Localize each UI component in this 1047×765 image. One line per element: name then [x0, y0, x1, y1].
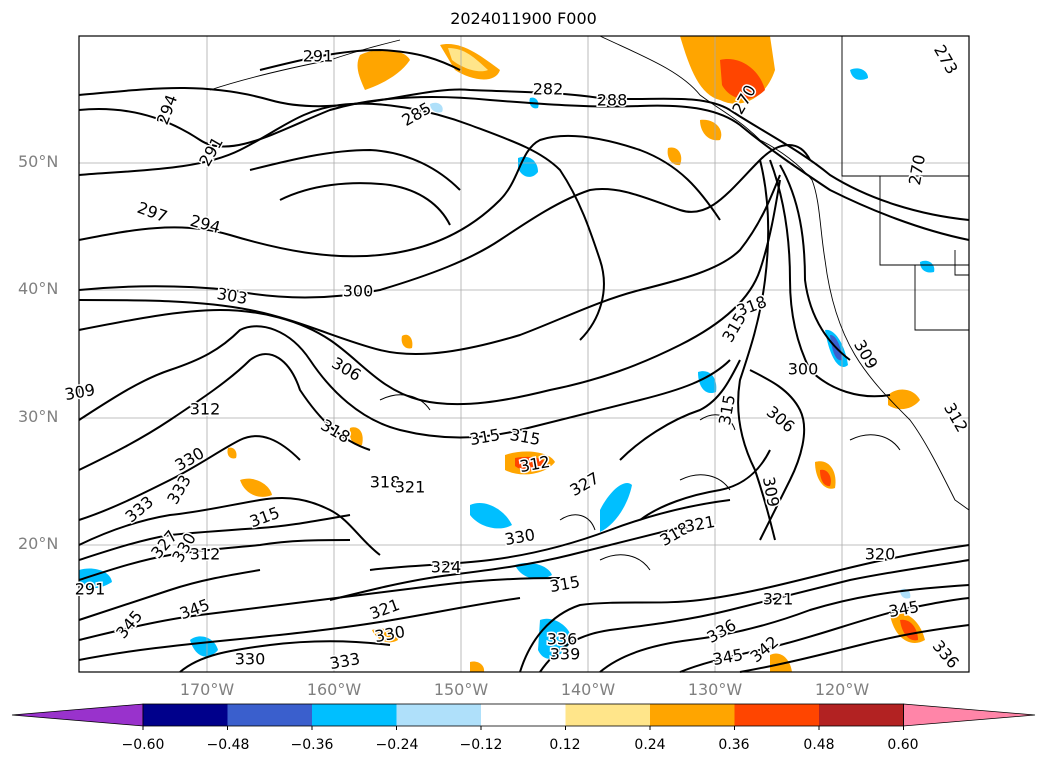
- lon-label: 160°W: [306, 680, 362, 699]
- contour-label: 312: [190, 400, 221, 419]
- lon-label: 170°W: [179, 680, 235, 699]
- contour-label: 321: [763, 590, 794, 609]
- contour-label: 270: [905, 153, 929, 186]
- lat-label: 20°N: [18, 534, 59, 553]
- colorbar-tick: 0.12: [549, 737, 581, 753]
- colorbar-tick: −0.60: [121, 737, 165, 753]
- coastlines: [209, 35, 970, 511]
- contour-label: 318: [370, 473, 401, 492]
- colorbar-tick: −0.24: [375, 737, 419, 753]
- plot-frame: [78, 35, 970, 673]
- contour-label: 315: [715, 393, 739, 426]
- colorbar-extend-low: [11, 703, 144, 727]
- lon-label: 130°W: [687, 680, 743, 699]
- colorbar: [11, 703, 1036, 730]
- contour-label: 300: [788, 360, 819, 379]
- contour-label: 333: [328, 649, 361, 673]
- contour-label: 291: [75, 580, 106, 599]
- contour-label: 315: [548, 572, 581, 596]
- contour-label: 312: [190, 545, 221, 564]
- contours: [78, 48, 970, 673]
- anomaly-shading: [79, 36, 935, 672]
- contour-label: 324: [431, 558, 462, 577]
- map-title: 2024011900 F000: [450, 9, 597, 28]
- contour-label: 330: [235, 650, 266, 669]
- colorbar-tick: 0.36: [718, 737, 750, 753]
- colorbar-segment: [481, 704, 566, 726]
- colorbar-segment: [565, 704, 650, 726]
- colorbar-tick: −0.36: [290, 737, 334, 753]
- colorbar-segment: [734, 704, 819, 726]
- colorbar-tick: 0.48: [803, 737, 835, 753]
- colorbar-segment: [650, 704, 735, 726]
- contour-label: 339: [550, 645, 581, 664]
- colorbar-extend-high: [903, 703, 1036, 727]
- colorbar-tick: −0.48: [206, 737, 250, 753]
- contour-label: 320: [865, 545, 896, 564]
- lon-label: 140°W: [560, 680, 616, 699]
- lon-label: 150°W: [433, 680, 489, 699]
- lon-label: 120°W: [814, 680, 870, 699]
- colorbar-segment: [396, 704, 481, 726]
- colorbar-outline: [142, 703, 904, 727]
- contour-label: 312: [518, 452, 551, 476]
- colorbar-tick: 0.24: [634, 737, 666, 753]
- lat-label: 50°N: [18, 152, 59, 171]
- contour-label: 336: [547, 630, 578, 649]
- minor-contours: [379, 394, 901, 571]
- colorbar-segment: [227, 704, 312, 726]
- colorbar-segment: [819, 704, 904, 726]
- contour-label: 282: [533, 80, 564, 99]
- contour-label: 300: [343, 282, 374, 301]
- lat-label: 40°N: [18, 279, 59, 298]
- colorbar-segment: [312, 704, 397, 726]
- colorbar-tick: −0.12: [459, 737, 503, 753]
- lat-label: 30°N: [18, 407, 59, 426]
- colorbar-segment: [143, 704, 228, 726]
- contour-label: 288: [597, 91, 628, 110]
- contour-label: 291: [303, 47, 334, 66]
- colorbar-tick: 0.60: [887, 737, 919, 753]
- contour-label: 321: [395, 478, 426, 497]
